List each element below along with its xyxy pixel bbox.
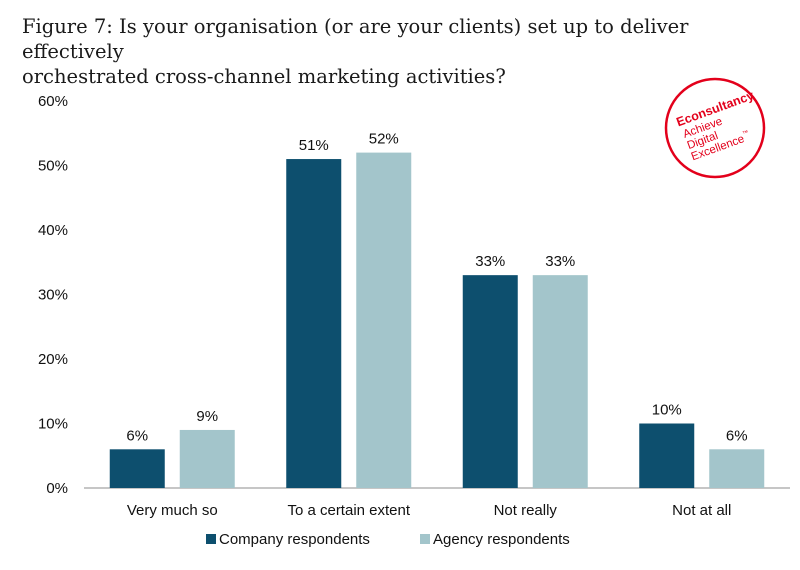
bar-company [462, 275, 518, 488]
bar-agency [179, 429, 235, 488]
y-tick-label: 60% [38, 93, 68, 110]
legend-swatch [206, 534, 216, 544]
chart-title-line-2: orchestrated cross-channel marketing act… [22, 65, 506, 88]
legend-swatch [420, 534, 430, 544]
x-tick-label: Not at all [672, 502, 731, 519]
data-label: 33% [545, 253, 575, 270]
legend: Company respondents Agency respondents [206, 531, 570, 548]
bar-company [109, 449, 165, 488]
logo-tm: ™ [742, 129, 750, 138]
bar-company [639, 423, 695, 488]
data-label: 33% [475, 253, 505, 270]
legend-label: Agency respondents [433, 531, 570, 548]
x-tick-label: Very much so [127, 502, 218, 519]
y-tick-label: 40% [38, 222, 68, 239]
bar-agency [356, 152, 412, 488]
data-label: 9% [196, 408, 218, 425]
y-tick-label: 30% [38, 287, 68, 304]
chart-title-line-1: Figure 7: Is your organisation (or are y… [22, 15, 689, 63]
x-tick-label: Not really [494, 502, 558, 519]
y-tick-label: 50% [38, 158, 68, 175]
y-axis: 0% 10% 20% 30% 40% 50% 60% [38, 93, 68, 497]
bars [109, 152, 765, 489]
bar-agency [532, 275, 588, 488]
y-tick-label: 10% [38, 416, 68, 433]
legend-label: Company respondents [219, 531, 370, 548]
econsultancy-logo: Econsultancy Achieve Digital Excellence … [664, 77, 766, 179]
data-label: 51% [299, 137, 329, 154]
bar-company [286, 159, 342, 489]
data-label: 10% [652, 402, 682, 419]
chart-title: Figure 7: Is your organisation (or are y… [22, 14, 762, 89]
x-axis: Very much so To a certain extent Not reall… [84, 487, 790, 519]
data-label: 6% [126, 427, 148, 444]
data-label: 52% [369, 131, 399, 148]
logo-ring [664, 77, 766, 179]
bar-labels: 6% 9% 51% 52% 33% 33% 10% 6% [126, 131, 747, 445]
bar-agency [709, 449, 765, 488]
data-label: 6% [726, 427, 748, 444]
y-tick-label: 0% [46, 480, 68, 497]
y-tick-label: 20% [38, 351, 68, 368]
x-tick-label: To a certain extent [287, 502, 410, 519]
